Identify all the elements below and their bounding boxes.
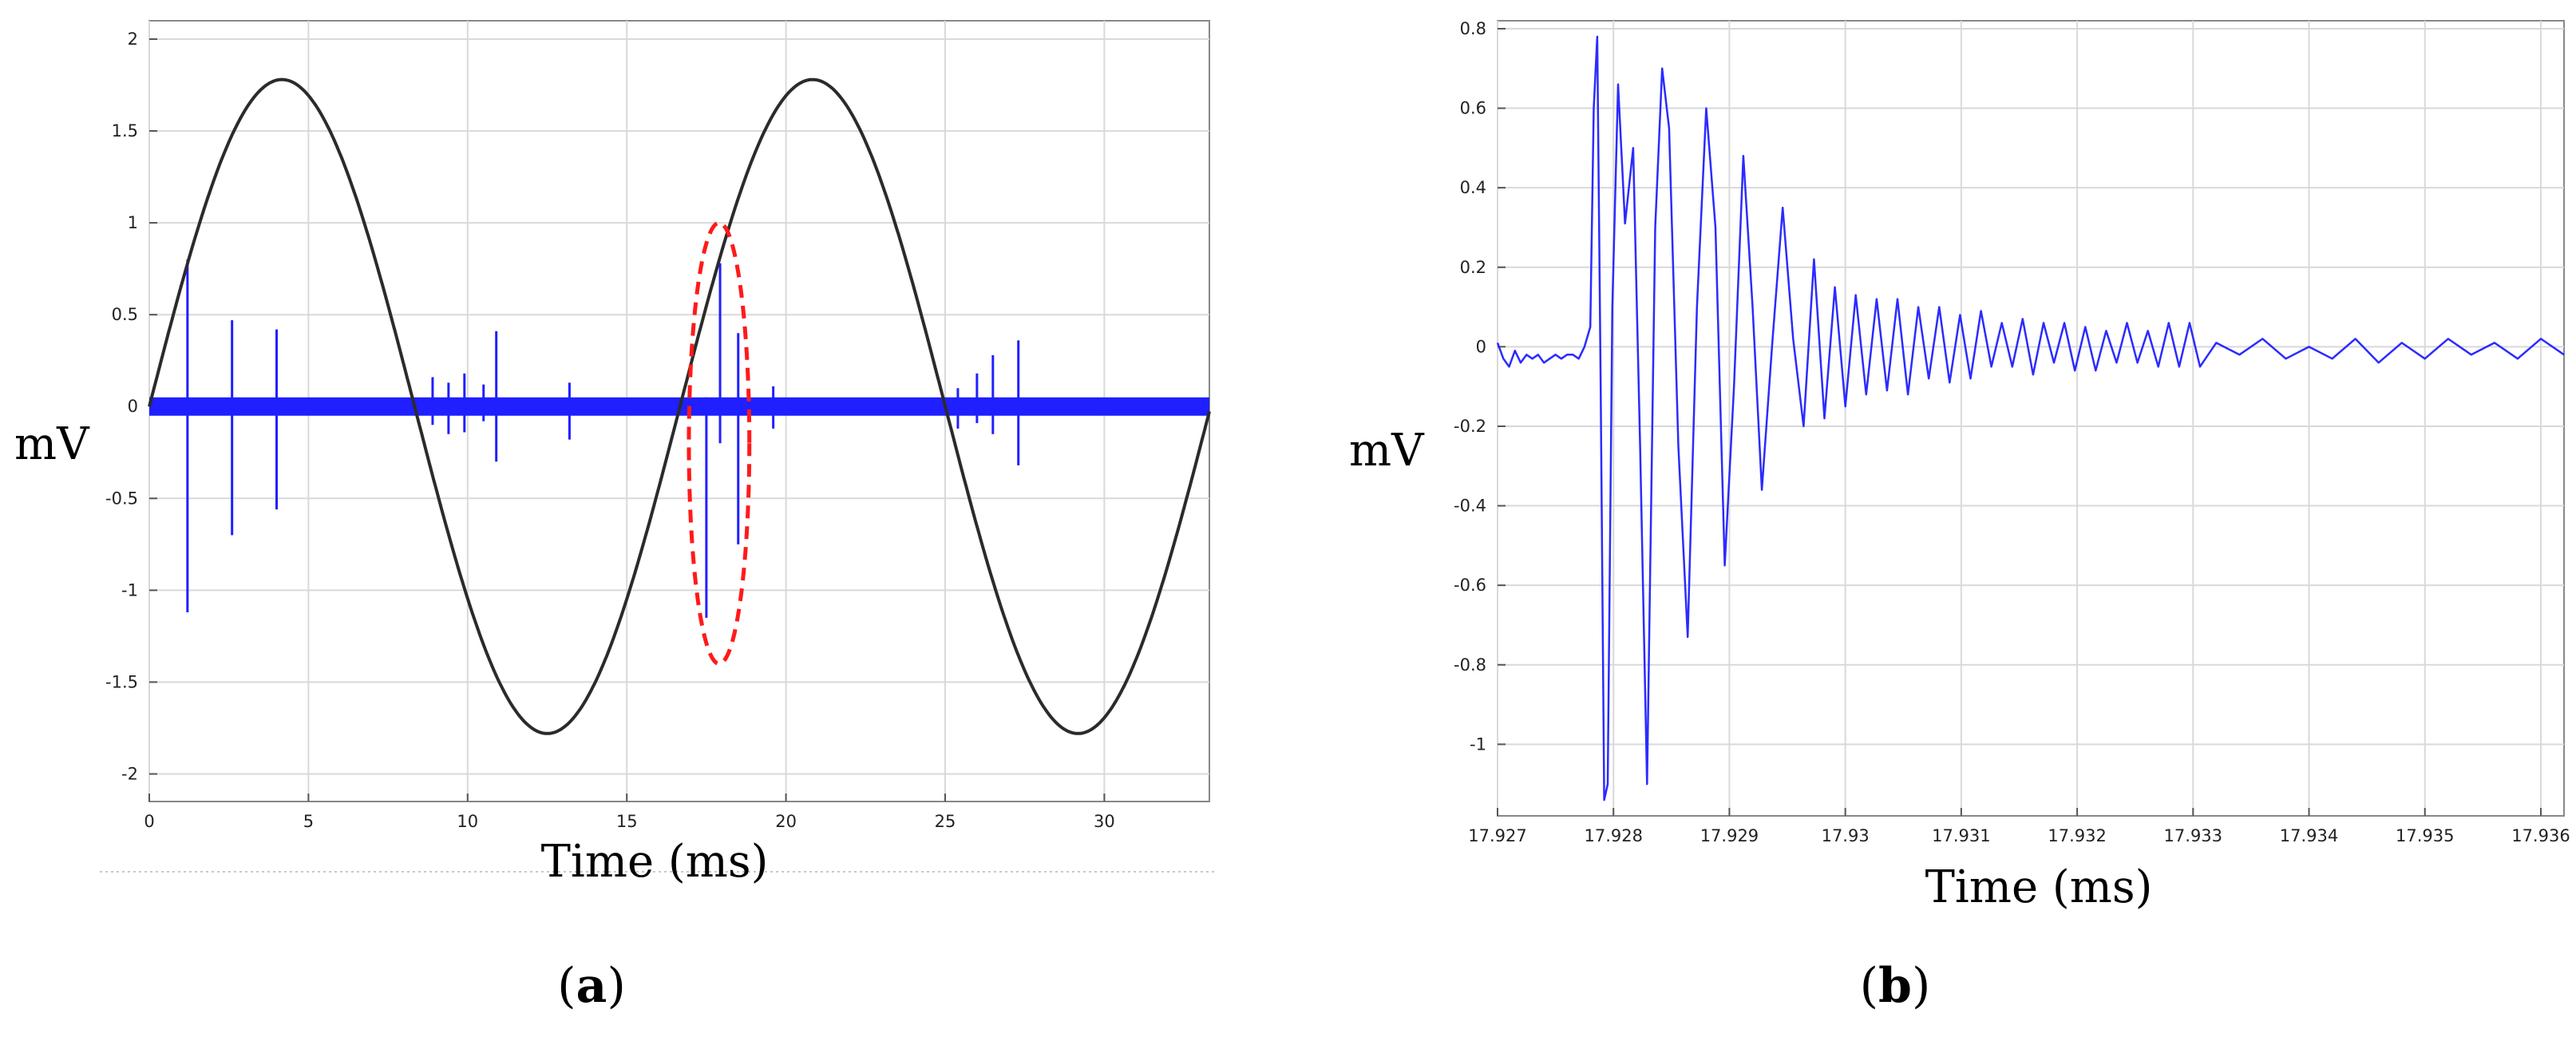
x-tick-label: 25 bbox=[935, 812, 956, 831]
y-tick-label: -2 bbox=[121, 764, 138, 783]
y-tick-label: -0.5 bbox=[105, 489, 138, 508]
x-tick-label: 17.93 bbox=[1822, 826, 1870, 845]
x-tick-label: 10 bbox=[457, 812, 478, 831]
y-tick-label: 0.8 bbox=[1460, 19, 1486, 38]
y-tick-label: 1 bbox=[128, 213, 138, 232]
panel-b-frame bbox=[1497, 20, 2565, 817]
panel-b-x-axis-label: Time (ms) bbox=[1925, 861, 2153, 913]
panel-a: 0 5 10 15 20 25 30 -2 -1.5 -1 -0.5 0 0.5 1 1.5 2 mV Tim… bbox=[14, 20, 1217, 1014]
panel-a-series bbox=[148, 77, 1211, 735]
pd-oscillation-line bbox=[1496, 35, 2565, 802]
panel-b: 17.927 17.928 17.929 17.93 17.931 17.932 17.93… bbox=[1349, 19, 2570, 1014]
x-tick-label: 20 bbox=[775, 812, 797, 831]
x-tick-label: 17.928 bbox=[1584, 826, 1642, 845]
y-tick-label: 1.5 bbox=[112, 121, 138, 141]
y-tick-label: 0.2 bbox=[1460, 258, 1486, 277]
panel-a-label-letter: a bbox=[576, 958, 607, 1014]
y-tick-label: 0.6 bbox=[1460, 99, 1486, 118]
x-tick-label: 30 bbox=[1094, 812, 1115, 831]
panel-a-label: (a) bbox=[557, 958, 626, 1014]
panel-b-grid bbox=[1497, 21, 2564, 816]
y-tick-label: 2 bbox=[128, 30, 138, 49]
y-tick-label: -1 bbox=[1470, 734, 1486, 754]
x-tick-label: 17.931 bbox=[1932, 826, 1990, 845]
y-tick-label: -0.4 bbox=[1454, 497, 1486, 516]
panel-b-tick-labels: 17.927 17.928 17.929 17.93 17.931 17.932 17.93… bbox=[1454, 19, 2570, 845]
x-tick-label: 17.929 bbox=[1700, 826, 1759, 845]
x-tick-label: 17.936 bbox=[2511, 826, 2570, 845]
y-tick-label: -1.5 bbox=[105, 672, 138, 691]
x-tick-label: 17.935 bbox=[2396, 826, 2454, 845]
y-tick-label: -0.2 bbox=[1454, 417, 1486, 436]
sine-wave-line bbox=[148, 77, 1211, 735]
y-tick-label: 0.5 bbox=[112, 305, 138, 324]
y-tick-label: -1 bbox=[121, 580, 138, 600]
y-tick-label: 0 bbox=[128, 397, 138, 416]
x-tick-label: 0 bbox=[144, 812, 154, 831]
x-tick-label: 17.933 bbox=[2164, 826, 2222, 845]
y-tick-label: -0.8 bbox=[1454, 655, 1486, 675]
panel-b-y-axis-label: mV bbox=[1349, 425, 1425, 477]
y-tick-label: 0.4 bbox=[1460, 178, 1486, 197]
x-tick-label: 17.927 bbox=[1468, 826, 1526, 845]
panel-b-label-letter: b bbox=[1878, 958, 1912, 1014]
panel-a-tick-labels: 0 5 10 15 20 25 30 -2 -1.5 -1 -0.5 0 0.5 1 1.5 2 bbox=[105, 30, 1115, 831]
x-tick-label: 5 bbox=[303, 812, 314, 831]
panel-b-series bbox=[1496, 35, 2565, 802]
x-tick-label: 17.932 bbox=[2048, 826, 2106, 845]
panel-a-x-axis-label: Time (ms) bbox=[541, 836, 769, 888]
x-tick-label: 15 bbox=[616, 812, 638, 831]
panel-a-y-axis-label: mV bbox=[14, 418, 90, 470]
y-tick-label: -0.6 bbox=[1454, 576, 1486, 595]
y-tick-label: 0 bbox=[1476, 337, 1486, 356]
panel-b-label: (b) bbox=[1860, 958, 1931, 1014]
x-tick-label: 17.934 bbox=[2280, 826, 2338, 845]
